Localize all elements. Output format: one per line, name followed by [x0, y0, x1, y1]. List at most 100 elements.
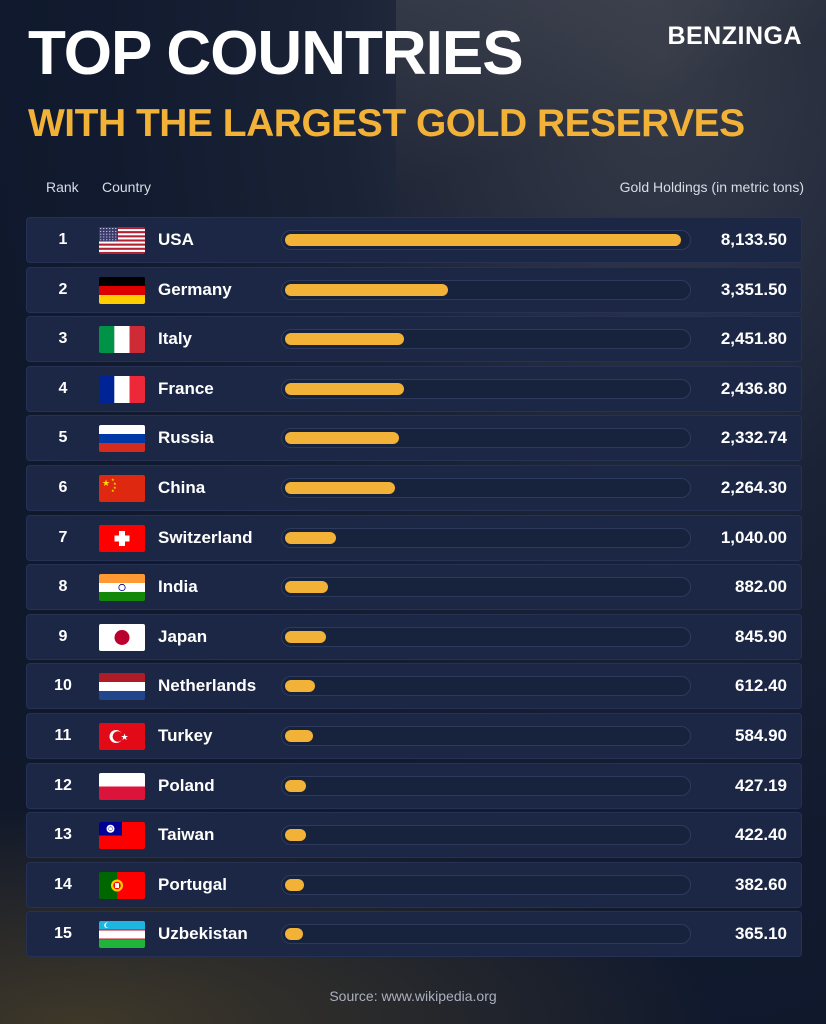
bar — [285, 680, 315, 693]
table-row: 4 France 2,436.80 — [26, 365, 802, 412]
country-label: Poland — [158, 775, 215, 795]
country-label: France — [158, 378, 214, 398]
uzbekistan-flag — [99, 921, 145, 949]
germany-flag — [99, 276, 145, 304]
taiwan-flag — [99, 822, 145, 850]
table-row: 15 Uzbekistan 365.10 — [26, 911, 802, 958]
bar — [285, 432, 399, 445]
rank-label: 11 — [54, 727, 72, 744]
table-row: 10 Netherlands 612.40 — [26, 663, 802, 710]
gold-bars-background — [396, 0, 826, 230]
table-row: 8 India 882.00 — [26, 564, 802, 611]
bar — [285, 630, 327, 643]
bar-track — [281, 527, 691, 548]
value-label: 427.19 — [735, 775, 787, 795]
india-flag — [99, 574, 145, 602]
table-row: 7 Switzerland 1,040.00 — [26, 514, 802, 561]
bar-track — [281, 329, 691, 350]
bar — [285, 829, 306, 842]
holdings-column-header: Gold Holdings (in metric tons) — [619, 179, 804, 195]
switzerland-flag — [99, 524, 145, 552]
rank-label: 12 — [54, 776, 72, 794]
bar-track — [281, 577, 691, 598]
table-row: 9 Japan 845.90 — [26, 613, 802, 660]
bar-track — [281, 378, 691, 399]
country-label: Turkey — [158, 726, 213, 745]
bar-track — [281, 626, 691, 647]
country-label: Taiwan — [158, 825, 215, 845]
bar — [285, 581, 328, 594]
rank-label: 13 — [54, 826, 72, 844]
bar — [285, 928, 303, 941]
table-row: 3 Italy 2,451.80 — [26, 316, 802, 363]
rank-label: 9 — [58, 627, 68, 645]
value-label: 382.60 — [735, 874, 787, 894]
country-label: China — [158, 478, 206, 497]
country-label: Italy — [158, 329, 193, 349]
netherlands-flag — [99, 673, 145, 701]
bar-track — [281, 230, 691, 250]
rank-label: 8 — [58, 578, 68, 596]
france-flag — [99, 375, 145, 403]
country-label: Japan — [158, 626, 208, 646]
source-note: Source: www.wikipedia.org — [329, 988, 497, 1004]
turkey-flag: ★ — [99, 723, 145, 750]
china-flag: ★ ★ ★ ★ ★ — [99, 475, 145, 502]
value-label: 882.00 — [735, 577, 787, 597]
country-label: Netherlands — [158, 676, 257, 696]
rank-label: 6 — [58, 479, 68, 496]
bar-track — [281, 775, 691, 796]
page-title: TOP COUNTRIES — [28, 19, 524, 88]
value-label: 2,451.80 — [720, 329, 787, 349]
bar — [285, 531, 336, 544]
italy-flag — [99, 326, 145, 354]
rank-label: 10 — [54, 677, 72, 695]
country-label: Germany — [158, 279, 232, 299]
country-label: Russia — [158, 428, 214, 448]
rank-label: 15 — [54, 925, 72, 943]
bar — [285, 283, 449, 296]
portugal-flag — [99, 871, 145, 899]
table-row: 1 USA 8,133.50 — [26, 217, 802, 263]
bar — [285, 382, 404, 395]
rank-label: 14 — [54, 875, 72, 893]
table-row: 13 Taiwan 422.40 — [26, 812, 802, 859]
bar-track — [281, 676, 691, 697]
value-label: 2,436.80 — [720, 378, 787, 398]
value-label: 584.90 — [735, 726, 787, 745]
value-label: 8,133.50 — [720, 230, 787, 249]
svg-text:★: ★ — [121, 733, 129, 743]
country-label: Uzbekistan — [158, 924, 248, 944]
value-label: 612.40 — [735, 676, 787, 696]
rank-label: 7 — [58, 528, 68, 546]
value-label: 422.40 — [735, 825, 787, 845]
value-label: 845.90 — [735, 626, 787, 646]
table-row: 12 Poland 427.19 — [26, 762, 802, 809]
value-label: 3,351.50 — [720, 279, 787, 299]
table-row: 6 ★ ★ ★ ★ ★ China 2,264.30 — [26, 465, 802, 511]
bar — [285, 779, 306, 792]
country-label: Switzerland — [158, 527, 253, 547]
bar-track — [281, 478, 691, 498]
bar-track — [281, 874, 691, 895]
poland-flag — [99, 772, 145, 800]
bar — [285, 333, 405, 346]
bar-track — [281, 825, 691, 846]
country-label: India — [158, 577, 198, 597]
value-label: 365.10 — [735, 924, 787, 944]
rank-label: 3 — [58, 330, 68, 348]
table-row: 14 Portugal 382.60 — [26, 861, 802, 908]
svg-text:★: ★ — [113, 485, 117, 490]
svg-text:★: ★ — [113, 481, 117, 486]
rank-label: 1 — [58, 231, 68, 248]
bar-track — [281, 428, 691, 449]
usa-flag — [99, 227, 145, 254]
brand-logo: BENZINGA — [667, 22, 802, 50]
table-row: 5 Russia 2,332.74 — [26, 415, 802, 462]
country-column-header: Country — [102, 179, 152, 195]
value-label: 1,040.00 — [720, 527, 787, 547]
rank-label: 5 — [58, 429, 68, 447]
bar-track — [281, 924, 691, 945]
page-subtitle: WITH THE LARGEST GOLD RESERVES — [28, 102, 745, 145]
rank-column-header: Rank — [46, 179, 79, 195]
